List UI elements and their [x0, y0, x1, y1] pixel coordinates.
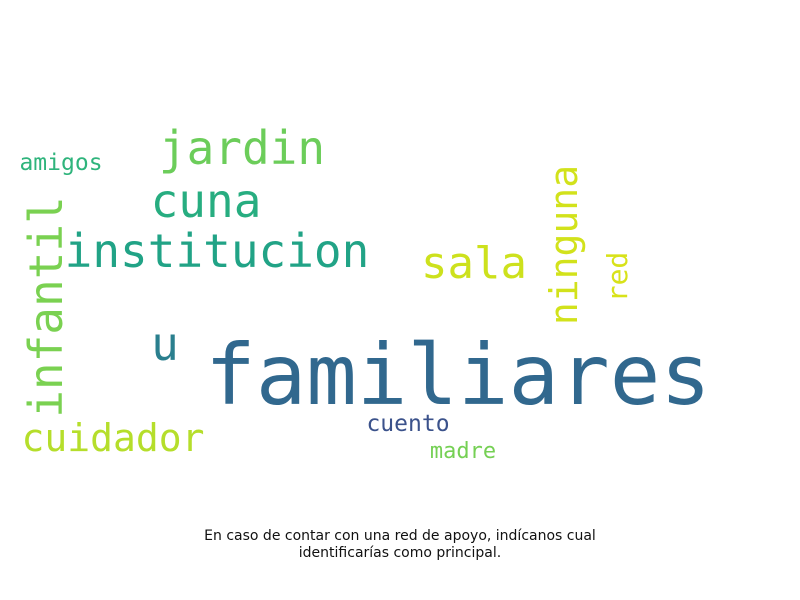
word-familiares: familiares [205, 326, 711, 424]
word-infantil: infantil [19, 196, 73, 418]
word-sala: sala [421, 238, 527, 289]
caption: En caso de contar con una red de apoyo, … [150, 528, 650, 562]
word-jardin: jardin [159, 121, 325, 175]
word-cuidador: cuidador [21, 416, 204, 460]
word-cuna: cuna [151, 174, 262, 228]
word-cuento: cuento [366, 411, 449, 437]
word-madre: madre [430, 439, 496, 464]
word-amigos: amigos [19, 150, 102, 176]
caption-line-2: identificarías como principal. [298, 545, 502, 561]
caption-line-1: En caso de contar con una red de apoyo, … [204, 528, 596, 544]
word-ninguna: ninguna [542, 165, 586, 325]
word-red: red [601, 252, 634, 303]
word-institucion: institucion [65, 224, 370, 278]
word-u: u [151, 317, 179, 371]
